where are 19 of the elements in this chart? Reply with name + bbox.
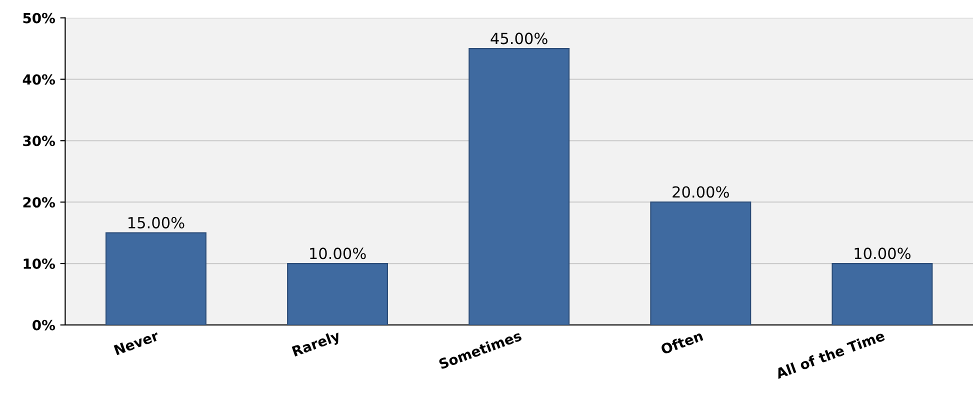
bar xyxy=(650,202,752,325)
bar xyxy=(832,262,933,325)
bar xyxy=(105,232,206,325)
x-tick-label: Often xyxy=(660,330,704,355)
data-label: 10.00% xyxy=(310,248,366,260)
y-tick-label: 20% xyxy=(23,197,56,208)
x-tick-label: Never xyxy=(114,330,160,356)
y-tick-label: 30% xyxy=(23,136,56,146)
data-label: 10.00% xyxy=(854,248,911,260)
y-tick-label: 40% xyxy=(22,74,56,85)
data-label: 20.00% xyxy=(672,186,729,198)
bar xyxy=(468,48,570,325)
y-tick-label: 10% xyxy=(24,258,56,269)
data-label: 45.00% xyxy=(490,32,548,44)
y-tick-label: 0% xyxy=(32,320,56,330)
y-tick-label: 50% xyxy=(23,12,56,24)
data-label: 15.00% xyxy=(128,216,184,228)
bar xyxy=(287,262,388,325)
x-tick-label: All of the Time xyxy=(774,330,886,380)
